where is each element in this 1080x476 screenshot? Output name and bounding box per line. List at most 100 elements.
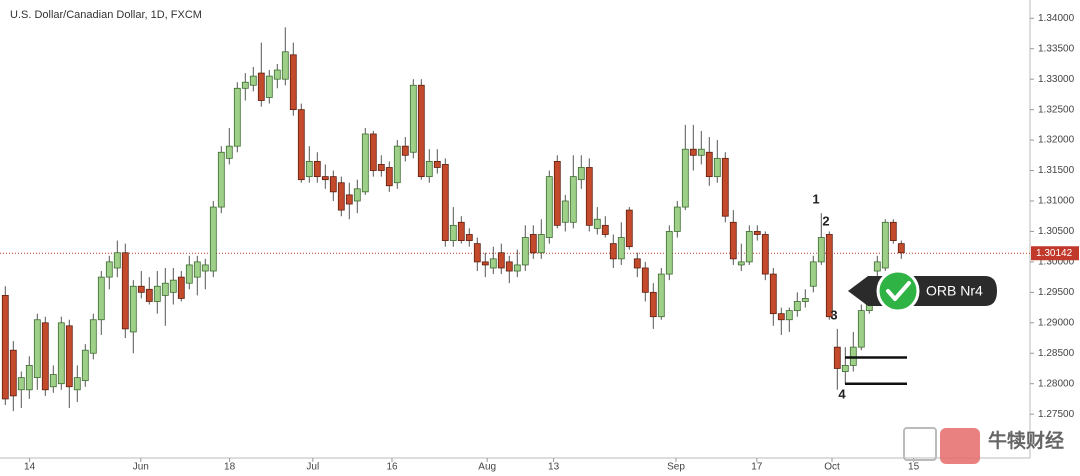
candle-body <box>369 133 377 171</box>
watermark: 牛犊财经 <box>988 429 1064 452</box>
annotation: 1 <box>812 191 819 206</box>
candle-body <box>233 87 241 147</box>
candle-body <box>265 75 273 98</box>
candle-body <box>833 346 841 369</box>
overlay: ORB Nr4 牛犊财经 <box>848 269 1064 464</box>
candle-body <box>737 261 745 266</box>
y-tick-label: 1.27500 <box>1038 409 1075 420</box>
x-tick-label: 13 <box>548 462 560 473</box>
candle-body <box>129 285 137 333</box>
x-tick-label: Aug <box>478 462 496 473</box>
candle-body <box>409 84 417 153</box>
candle-body <box>857 310 865 348</box>
x-tick-label: 16 <box>386 462 398 473</box>
candle-body <box>537 234 545 254</box>
candle-body <box>257 72 265 101</box>
x-tick-label: Jul <box>306 462 319 473</box>
candle-body <box>113 252 121 269</box>
candle-body <box>425 160 433 178</box>
y-tick-label: 1.34000 <box>1038 13 1075 24</box>
candle-body <box>729 221 737 260</box>
last-price-label: 1.30142 <box>1036 248 1073 259</box>
candle-body <box>289 54 297 111</box>
check-icon <box>886 281 911 301</box>
last-price-box <box>1031 246 1079 261</box>
candle-body <box>465 234 473 241</box>
candle-body <box>841 365 849 372</box>
candle-body <box>673 206 681 232</box>
candle-body <box>441 164 449 241</box>
candle-body <box>449 224 457 241</box>
candle-body <box>553 160 561 226</box>
y-tick-label: 1.29000 <box>1038 317 1075 328</box>
candle-body <box>649 291 657 318</box>
candle-body <box>137 285 145 293</box>
x-tick-label: Oct <box>824 462 840 473</box>
candle-body <box>417 84 425 178</box>
watermark-icon <box>903 427 937 461</box>
candle-body <box>337 182 345 211</box>
y-tick-label: 1.28500 <box>1038 348 1075 359</box>
y-tick-label: 1.29500 <box>1038 287 1075 298</box>
candle-body <box>161 282 169 296</box>
candle-body <box>33 319 41 379</box>
candle-body <box>105 261 113 278</box>
y-tick-label: 1.33000 <box>1038 74 1075 85</box>
candle-body <box>457 221 465 241</box>
x-tick-label: 18 <box>224 462 236 473</box>
y-tick-label: 1.31500 <box>1038 165 1075 176</box>
candle-body <box>473 243 481 263</box>
candle-body <box>377 164 385 171</box>
candle-body <box>73 377 81 391</box>
candle-body <box>561 200 569 223</box>
candle-body <box>97 276 105 321</box>
candle-body <box>617 237 625 260</box>
candle-body <box>153 285 161 302</box>
chart-title: U.S. Dollar/Canadian Dollar, 1D, FXCM <box>10 9 202 21</box>
candle-body <box>569 176 577 223</box>
candle-body <box>793 301 801 312</box>
candle-body <box>273 69 281 80</box>
candle-body <box>529 234 537 254</box>
candle-body <box>81 349 89 382</box>
plot-area: 1.27500 1.28000 1.28500 1.29000 1.29500 1.300… <box>0 13 1079 473</box>
y-tick-label: 1.33500 <box>1038 43 1075 54</box>
candle-body <box>633 258 641 269</box>
candle-body <box>145 288 153 302</box>
candle-body <box>1 294 9 400</box>
candle-body <box>401 145 409 156</box>
candle-body <box>657 273 665 318</box>
check-circle <box>876 269 920 313</box>
candle-body <box>873 261 881 272</box>
candle-body <box>705 151 713 178</box>
candle-body <box>753 231 761 235</box>
candle-body <box>641 267 649 293</box>
candle-body <box>313 160 321 178</box>
y-tick-label: 1.32000 <box>1038 135 1075 146</box>
candle-body <box>505 261 513 272</box>
candle-body <box>201 264 209 272</box>
candle-body <box>305 160 313 178</box>
candle-body <box>217 151 225 208</box>
y-tick-label: 1.31000 <box>1038 196 1075 207</box>
x-tick-label: 17 <box>751 462 763 473</box>
y-tick-label: 1.32500 <box>1038 104 1075 115</box>
candle-body <box>681 148 689 208</box>
candle-body <box>889 221 897 241</box>
candle-body <box>385 167 393 187</box>
candle-body <box>609 243 617 260</box>
candle-body <box>249 75 257 86</box>
annotation: 3 <box>830 307 837 322</box>
y-tick-label: 1.30500 <box>1038 226 1075 237</box>
candle-body <box>329 176 337 193</box>
candle-body <box>809 261 817 287</box>
candle-body <box>241 81 249 89</box>
candle-body <box>513 264 521 272</box>
x-tick-label: Jun <box>133 462 149 473</box>
candle-body <box>25 365 33 391</box>
candle-body <box>601 224 609 235</box>
candle-body <box>17 377 25 391</box>
candle-body <box>89 319 97 354</box>
candle-body <box>361 133 369 193</box>
